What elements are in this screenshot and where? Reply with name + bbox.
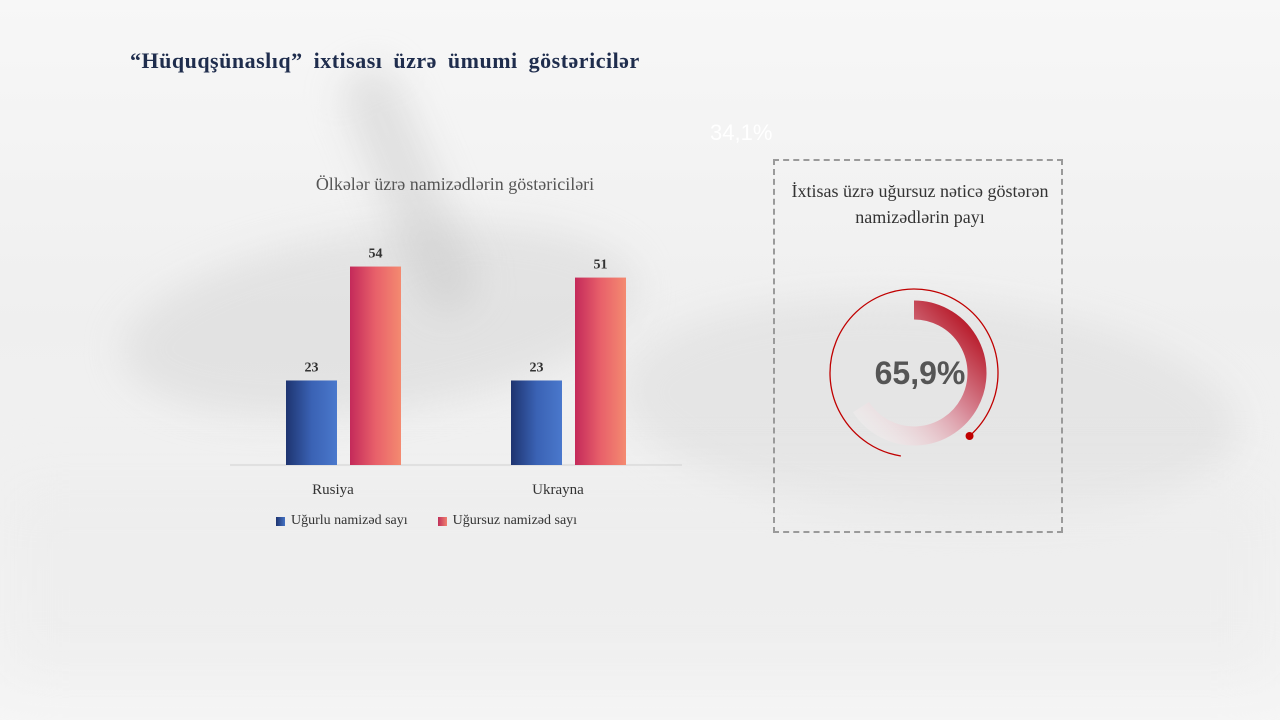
data-label: 23 [305, 360, 319, 375]
category-label: Rusiya [312, 482, 354, 498]
legend-item-success: Uğurlu namizəd sayı [276, 513, 408, 529]
bar [511, 380, 562, 465]
legend: Uğurlu namizəd sayı Uğursuz namizəd sayı [276, 513, 577, 529]
legend-item-fail: Uğursuz namizəd sayı [437, 513, 578, 529]
bar [575, 277, 626, 465]
donut-outer-ring [829, 288, 999, 457]
legend-label: Uğursuz namizəd sayı [452, 513, 578, 528]
background-shape [0, 480, 1280, 680]
category-label: Ukrayna [532, 482, 584, 498]
legend-swatch-red [437, 516, 447, 526]
legend-label: Uğurlu namizəd sayı [291, 513, 408, 528]
donut-value-label: 65,9% [875, 355, 966, 391]
data-label: 23 [530, 360, 544, 375]
page-title: “Hüquqşünaslıq” ixtisası üzrə ümumi göst… [130, 48, 640, 73]
data-label: 54 [369, 247, 383, 262]
data-label: 51 [594, 258, 608, 273]
bar-chart: 23 54 Rusiya 23 51 Ukrayna [230, 247, 682, 498]
donut-chart: 65,9% [829, 288, 999, 457]
bar [350, 266, 401, 465]
donut-arc [853, 300, 987, 446]
hidden-percent-label: 34,1% [710, 120, 773, 145]
bar-chart-title: Ölkələr üzrə namizədlərin göstəriciləri [315, 174, 595, 194]
bar [286, 380, 337, 465]
donut-panel: İxtisas üzrə uğursuz nəticə göstərən nam… [773, 159, 1063, 533]
donut-ring-dot [965, 432, 974, 441]
legend-swatch-blue [276, 516, 285, 526]
donut-title: İxtisas üzrə uğursuz nəticə göstərən nam… [791, 181, 1049, 227]
